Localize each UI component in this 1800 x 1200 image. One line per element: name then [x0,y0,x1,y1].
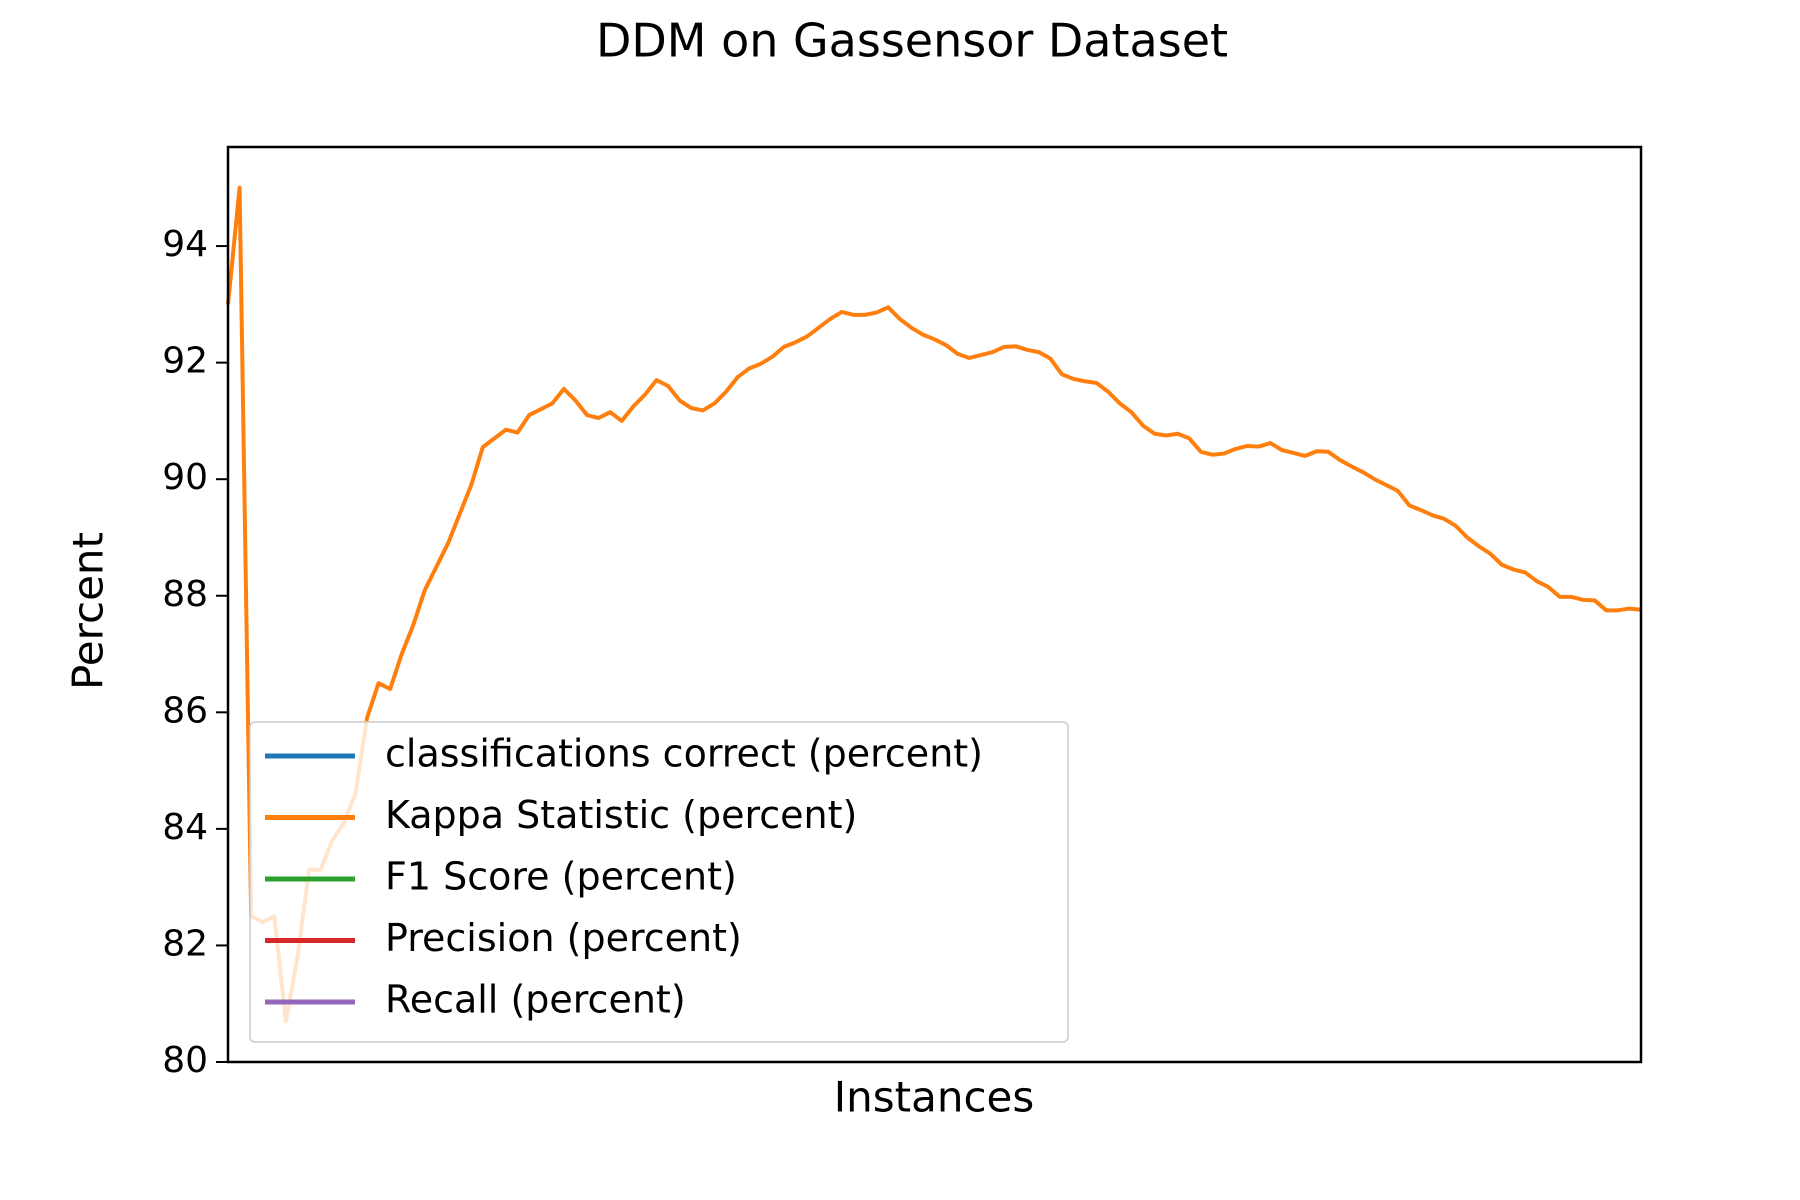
y-tick-label: 86 [162,690,208,731]
chart-title: DDM on Gassensor Dataset [596,14,1228,68]
y-tick-label: 88 [162,574,208,615]
legend-label: Kappa Statistic (percent) [385,793,857,837]
y-axis-label: Percent [64,532,113,690]
x-axis-label: Instances [834,1073,1035,1122]
y-tick-label: 80 [162,1040,208,1081]
y-tick-label: 94 [162,224,208,265]
legend-label: Precision (percent) [385,916,742,960]
y-tick-label: 82 [162,923,208,964]
plot-frame [226,145,1643,1064]
legend-label: classifications correct (percent) [385,732,983,776]
y-tick-label: 90 [162,457,208,498]
y-tick-label: 92 [162,341,208,382]
legend-box [249,721,1069,1043]
y-tick-label: 84 [162,807,208,848]
legend-label: F1 Score (percent) [385,855,737,899]
legend-label: Recall (percent) [385,978,686,1022]
series-line [226,185,1642,1024]
